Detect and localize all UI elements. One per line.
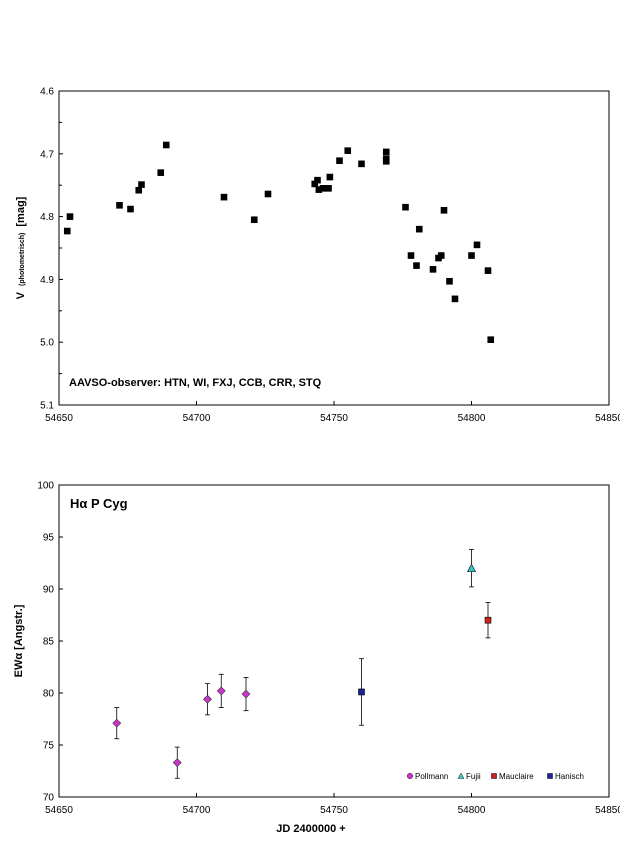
data-point bbox=[319, 185, 327, 192]
x-tick-label: 54650 bbox=[45, 805, 73, 816]
data-point bbox=[220, 193, 228, 201]
data-point-hanisch bbox=[358, 688, 365, 696]
magnitude-panel: 54650 54700 54750 54800 54850 4.6 4.7 4.8 4.9 5.0… bbox=[15, 87, 620, 425]
legend-item-hanisch: Hanisch bbox=[547, 772, 584, 781]
y-tick-label: 95 bbox=[43, 533, 55, 544]
legend-marker bbox=[406, 772, 414, 780]
data-point bbox=[402, 203, 409, 211]
legend-label: Fujii bbox=[466, 772, 481, 781]
data-point bbox=[314, 176, 321, 184]
data-point bbox=[382, 148, 390, 156]
data-point-pollmann bbox=[203, 694, 212, 704]
legend: Pollmann Fujii Mauclaire Hanisch bbox=[406, 772, 584, 781]
data-point-fujii bbox=[466, 563, 477, 573]
x-axis-label: JD 2400000 + bbox=[276, 823, 345, 835]
data-point-pollmann bbox=[216, 686, 226, 696]
equivalent-width-panel: 54650 54700 54750 54800 54850 70 75 80 85 90 95 100… bbox=[13, 481, 620, 836]
magnitude-points bbox=[63, 141, 495, 343]
magnitude-axes: 54650 54700 54750 54800 54850 4.6 4.7 4.8 4.9 5.0… bbox=[40, 87, 620, 425]
data-point bbox=[429, 266, 437, 273]
data-point bbox=[415, 225, 423, 233]
data-point bbox=[446, 277, 453, 285]
data-point bbox=[326, 173, 334, 181]
y-tick-label: 80 bbox=[43, 689, 55, 700]
data-point bbox=[358, 160, 365, 168]
data-point bbox=[127, 205, 134, 213]
x-tick-label: 54800 bbox=[458, 805, 486, 816]
data-point-mauclaire bbox=[484, 616, 492, 624]
data-point-pollmann bbox=[241, 689, 251, 699]
data-point bbox=[382, 158, 390, 165]
data-point bbox=[162, 141, 170, 149]
data-point bbox=[250, 216, 258, 224]
legend-marker bbox=[457, 772, 465, 779]
data-point bbox=[413, 262, 420, 269]
y-tick-label: 75 bbox=[43, 741, 55, 752]
data-point bbox=[451, 295, 459, 303]
y-label-sub: (photometrisch) bbox=[19, 233, 26, 286]
data-point bbox=[407, 252, 415, 259]
data-point bbox=[325, 185, 332, 192]
legend-marker bbox=[547, 773, 553, 779]
chart-title: Hα P Cyg bbox=[70, 496, 128, 511]
y-tick-label: 4.7 bbox=[40, 149, 54, 160]
legend-marker bbox=[491, 773, 497, 779]
data-point bbox=[66, 213, 74, 220]
legend-label: Mauclaire bbox=[499, 772, 534, 781]
y-label-main: V bbox=[15, 291, 27, 299]
magnitude-y-axis-label: V (photometrisch) [mag] bbox=[15, 196, 27, 299]
y-tick-label: 4.9 bbox=[40, 275, 54, 286]
data-point bbox=[264, 190, 272, 198]
data-point bbox=[116, 201, 123, 209]
legend-item-pollmann: Pollmann bbox=[406, 772, 448, 781]
data-point bbox=[473, 241, 481, 249]
x-tick-label: 54850 bbox=[595, 413, 620, 424]
magnitude-plot-area bbox=[58, 90, 610, 406]
y-tick-label: 70 bbox=[43, 793, 55, 804]
data-point bbox=[484, 267, 492, 274]
legend-label: Pollmann bbox=[415, 772, 448, 781]
y-tick-label: 100 bbox=[37, 481, 54, 492]
y-tick-label: 5.0 bbox=[40, 338, 54, 349]
data-point bbox=[336, 157, 343, 165]
x-tick-label: 54850 bbox=[595, 805, 620, 816]
data-point bbox=[487, 336, 495, 343]
ew-y-axis-label: EWα [Angstr.] bbox=[13, 604, 25, 677]
data-point bbox=[344, 147, 352, 154]
x-tick-label: 54750 bbox=[320, 805, 348, 816]
equivalent-width-axes: 54650 54700 54750 54800 54850 70 75 80 85 90 95 100 bbox=[37, 481, 620, 817]
y-tick-label: 90 bbox=[43, 585, 55, 596]
x-tick-label: 54700 bbox=[183, 805, 211, 816]
data-point bbox=[440, 207, 448, 214]
equivalent-width-plot-area bbox=[58, 484, 610, 798]
data-point bbox=[63, 227, 71, 235]
equivalent-width-points bbox=[112, 549, 492, 779]
legend-item-fujii: Fujii bbox=[457, 772, 481, 781]
y-tick-label: 4.6 bbox=[40, 87, 54, 98]
data-point-pollmann bbox=[112, 718, 122, 728]
x-tick-label: 54750 bbox=[320, 413, 348, 424]
data-point bbox=[157, 169, 165, 176]
y-label-unit: [mag] bbox=[15, 196, 27, 226]
data-point bbox=[138, 181, 145, 188]
data-point bbox=[437, 252, 445, 259]
legend-label: Hanisch bbox=[555, 772, 584, 781]
data-point bbox=[468, 252, 475, 259]
observer-annotation: AAVSO-observer: HTN, WI, FXJ, CCB, CRR, … bbox=[69, 377, 322, 389]
y-tick-label: 85 bbox=[43, 637, 55, 648]
data-point-pollmann bbox=[172, 758, 182, 768]
x-tick-label: 54700 bbox=[183, 413, 211, 424]
x-tick-label: 54650 bbox=[45, 413, 73, 424]
x-tick-label: 54800 bbox=[458, 413, 486, 424]
y-tick-label: 4.8 bbox=[40, 212, 54, 223]
y-tick-label: 5.1 bbox=[40, 401, 54, 412]
data-point bbox=[135, 186, 143, 194]
legend-item-mauclaire: Mauclaire bbox=[491, 772, 534, 781]
